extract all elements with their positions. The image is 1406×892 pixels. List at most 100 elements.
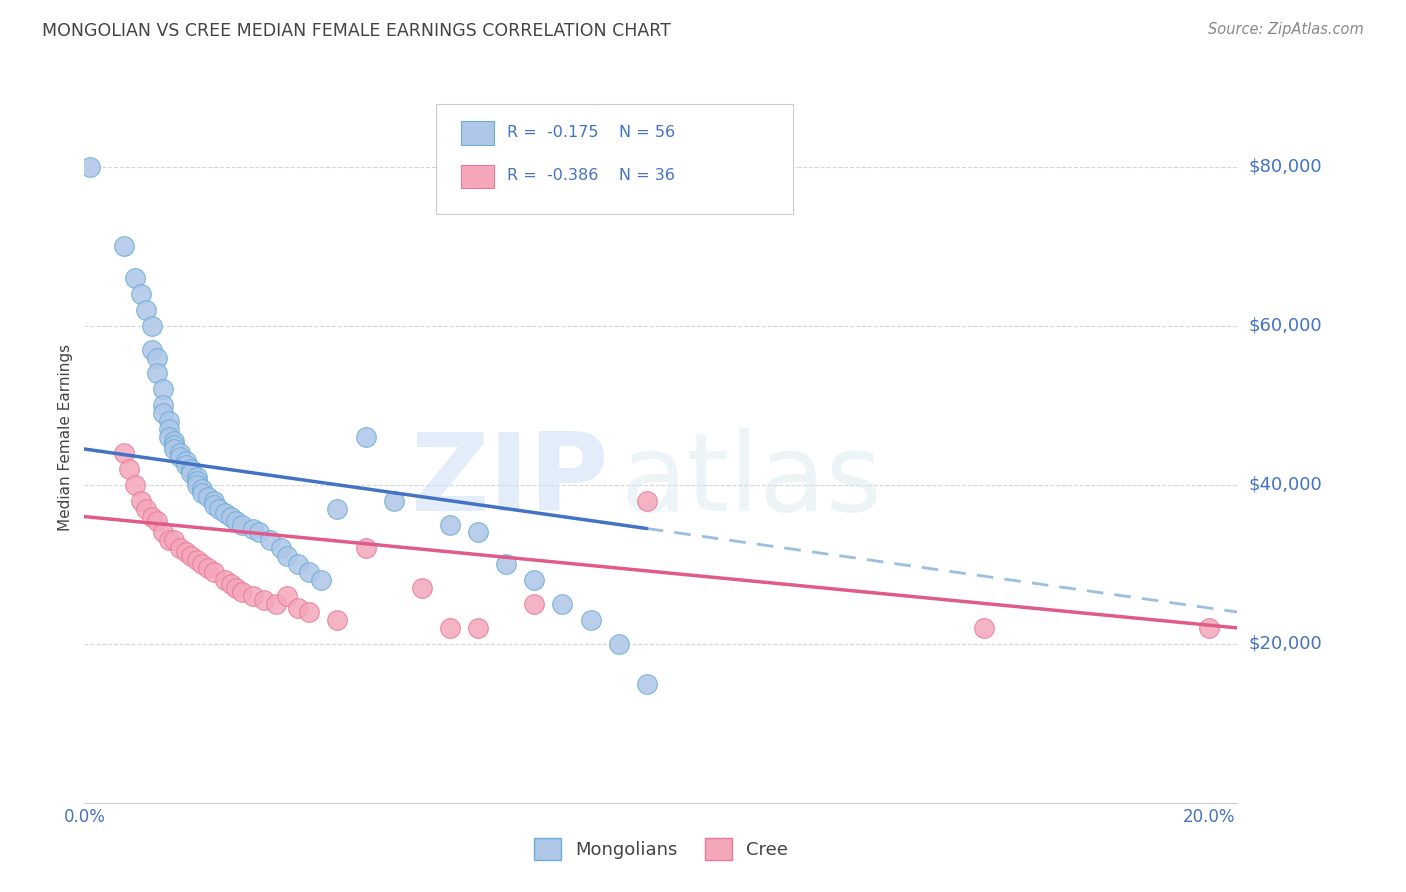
Point [202,493,225,508]
Point [112,239,135,253]
Legend: Mongolians, Cree: Mongolians, Cree [526,830,796,867]
Point [174,458,197,472]
Point [523,573,546,587]
Point [197,561,219,575]
Point [467,621,489,635]
Point [309,573,332,587]
Point [382,493,405,508]
Point [191,485,214,500]
Point [551,597,574,611]
Bar [461,165,494,188]
Point [141,343,163,357]
Point [270,541,292,556]
Point [146,367,169,381]
Text: atlas: atlas [620,428,883,534]
Point [197,490,219,504]
Point [157,533,180,548]
Point [276,549,298,564]
Point [264,597,287,611]
Point [259,533,281,548]
Point [174,545,197,559]
Point [152,525,174,540]
Point [225,581,247,595]
Point [253,593,276,607]
Point [191,558,214,572]
Point [225,514,247,528]
Point [298,566,321,580]
Point [180,462,202,476]
Point [636,676,658,690]
Y-axis label: Median Female Earnings: Median Female Earnings [58,343,73,531]
Point [141,318,163,333]
Point [636,493,658,508]
Point [135,302,157,317]
Point [180,466,202,480]
Point [163,434,186,448]
Point [495,558,517,572]
Point [579,613,602,627]
Point [202,498,225,512]
Point [231,585,253,599]
Point [112,446,135,460]
Point [1198,621,1220,635]
Text: R =  -0.386    N = 36: R = -0.386 N = 36 [508,169,675,184]
Point [287,558,309,572]
Point [141,509,163,524]
Point [169,450,191,464]
Text: MONGOLIAN VS CREE MEDIAN FEMALE EARNINGS CORRELATION CHART: MONGOLIAN VS CREE MEDIAN FEMALE EARNINGS… [42,22,671,40]
Point [163,438,186,452]
Text: $60,000: $60,000 [1249,317,1322,334]
Point [124,477,146,491]
Point [411,581,433,595]
Point [214,506,236,520]
Point [79,160,101,174]
Point [276,589,298,603]
Text: $80,000: $80,000 [1249,158,1322,176]
Point [467,525,489,540]
Point [439,517,461,532]
Text: R =  -0.175    N = 56: R = -0.175 N = 56 [508,125,676,139]
Point [607,637,630,651]
Point [152,398,174,412]
Point [124,271,146,285]
Point [973,621,995,635]
Point [157,430,180,444]
Text: ZIP: ZIP [411,428,609,534]
Text: $40,000: $40,000 [1249,475,1322,494]
Point [135,501,157,516]
Point [287,601,309,615]
Point [439,621,461,635]
Point [157,422,180,436]
Point [129,287,152,301]
Point [163,442,186,456]
Point [174,454,197,468]
Point [146,514,169,528]
FancyBboxPatch shape [436,104,793,214]
Point [169,541,191,556]
Point [326,613,349,627]
Point [186,553,208,567]
Point [298,605,321,619]
Point [354,541,377,556]
Point [146,351,169,365]
Point [186,470,208,484]
Point [354,430,377,444]
Point [242,589,264,603]
Text: Source: ZipAtlas.com: Source: ZipAtlas.com [1208,22,1364,37]
Point [326,501,349,516]
Point [231,517,253,532]
Point [242,521,264,535]
Point [208,501,231,516]
Point [202,566,225,580]
Bar [461,121,494,145]
Point [169,446,191,460]
Point [523,597,546,611]
Point [180,549,202,564]
Point [129,493,152,508]
Point [118,462,141,476]
Point [186,474,208,488]
Point [186,477,208,491]
Point [152,406,174,420]
Point [157,414,180,428]
Point [219,577,242,591]
